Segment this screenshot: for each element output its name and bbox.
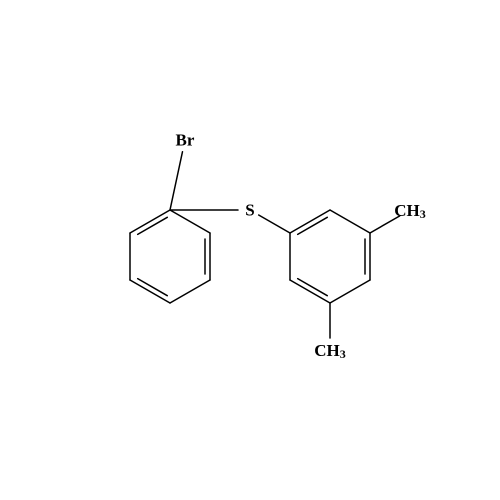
atom-label-Br: Br <box>176 131 195 150</box>
bond <box>170 210 210 233</box>
bond <box>130 210 170 233</box>
bond <box>290 210 330 233</box>
molecule-diagram: S Br CH3 CH3 <box>0 0 500 500</box>
bond <box>130 280 170 303</box>
bond <box>170 152 182 210</box>
bond <box>170 280 210 303</box>
bond <box>290 280 330 303</box>
bond <box>259 215 290 233</box>
atom-label-CH3a: CH3 <box>394 201 426 222</box>
atom-label-CH3b: CH3 <box>314 341 346 362</box>
atom-label-S: S <box>245 201 254 220</box>
bond <box>330 280 370 303</box>
bond <box>330 210 370 233</box>
